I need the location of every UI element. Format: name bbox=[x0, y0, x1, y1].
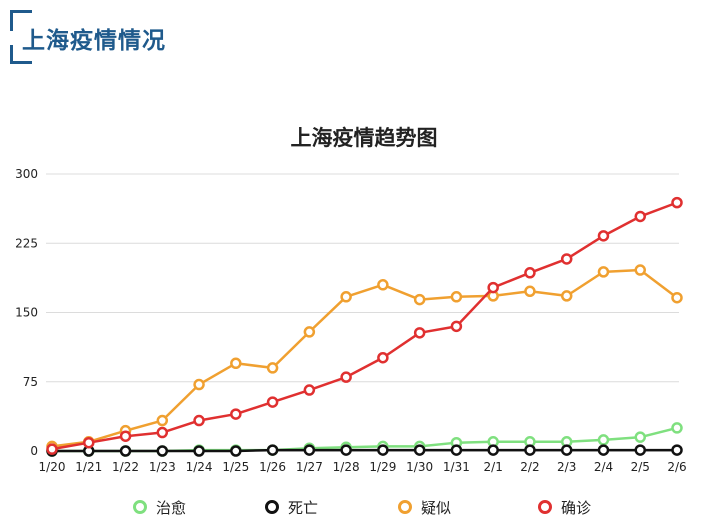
x-tick-label: 1/29 bbox=[369, 460, 396, 474]
data-point bbox=[671, 291, 683, 304]
data-point bbox=[193, 414, 205, 427]
data-point bbox=[634, 444, 646, 456]
legend-marker bbox=[398, 500, 412, 514]
data-point bbox=[46, 443, 58, 455]
x-tick-label: 1/22 bbox=[112, 460, 139, 474]
data-point bbox=[524, 444, 536, 456]
x-tick-label: 2/5 bbox=[631, 460, 650, 474]
data-point bbox=[230, 445, 242, 457]
x-tick-label: 1/23 bbox=[149, 460, 176, 474]
data-point bbox=[671, 196, 683, 209]
x-tick-label: 1/26 bbox=[259, 460, 286, 474]
data-point bbox=[303, 326, 316, 338]
data-point bbox=[266, 362, 279, 374]
data-point bbox=[450, 444, 463, 456]
series-line-3 bbox=[51, 201, 678, 451]
data-point bbox=[487, 281, 499, 294]
y-tick-label: 300 bbox=[15, 167, 38, 181]
data-point bbox=[634, 264, 646, 276]
data-point bbox=[266, 396, 279, 408]
data-point bbox=[597, 266, 610, 278]
data-point bbox=[119, 445, 132, 457]
legend-label: 疑似 bbox=[421, 499, 451, 517]
data-point bbox=[340, 444, 352, 456]
data-point bbox=[377, 351, 389, 364]
data-point bbox=[230, 408, 242, 420]
x-tick-label: 1/27 bbox=[296, 460, 323, 474]
x-tick-label: 1/31 bbox=[443, 460, 470, 474]
data-point bbox=[156, 414, 169, 427]
data-point bbox=[156, 445, 169, 457]
x-tick-label: 1/20 bbox=[39, 460, 66, 474]
data-point bbox=[671, 422, 683, 434]
data-point bbox=[230, 357, 242, 370]
data-point bbox=[193, 445, 205, 457]
data-point bbox=[266, 444, 279, 456]
series-line-2 bbox=[51, 268, 678, 448]
data-point bbox=[634, 210, 646, 223]
x-tick-label: 1/21 bbox=[75, 460, 102, 474]
data-point bbox=[634, 431, 646, 443]
header: 上海疫情情况 bbox=[10, 10, 210, 66]
legend-marker bbox=[265, 500, 279, 514]
data-point bbox=[193, 378, 205, 391]
data-point bbox=[156, 426, 169, 439]
data-point bbox=[597, 230, 610, 242]
data-point bbox=[413, 327, 426, 339]
y-tick-label: 225 bbox=[15, 236, 38, 250]
data-point bbox=[560, 290, 573, 302]
x-tick-label: 1/24 bbox=[186, 460, 213, 474]
x-tick-label: 2/4 bbox=[594, 460, 613, 474]
legend-label: 确诊 bbox=[561, 499, 591, 517]
page-title: 上海疫情情况 bbox=[22, 28, 166, 54]
series-line-0 bbox=[52, 426, 678, 453]
data-point bbox=[524, 285, 536, 298]
x-tick-label: 1/25 bbox=[222, 460, 249, 474]
data-point bbox=[119, 430, 132, 442]
data-point bbox=[340, 291, 352, 303]
data-point bbox=[597, 444, 610, 456]
series-line-1 bbox=[52, 448, 677, 453]
data-point bbox=[524, 267, 536, 279]
data-point bbox=[450, 291, 463, 303]
data-point bbox=[377, 444, 389, 456]
legend-label: 死亡 bbox=[288, 499, 318, 517]
chart-title: 上海疫情趋势图 bbox=[291, 126, 438, 150]
legend-marker bbox=[133, 500, 147, 514]
data-point bbox=[83, 436, 95, 449]
y-tick-label: 150 bbox=[15, 306, 38, 320]
legend-marker bbox=[538, 500, 552, 514]
y-tick-label: 75 bbox=[23, 375, 38, 389]
legend-label: 治愈 bbox=[156, 499, 186, 517]
x-tick-label: 2/6 bbox=[667, 460, 686, 474]
x-tick-label: 1/30 bbox=[406, 460, 433, 474]
data-point bbox=[413, 444, 426, 456]
x-tick-label: 2/1 bbox=[484, 460, 503, 474]
data-point bbox=[303, 384, 316, 396]
x-tick-label: 1/28 bbox=[333, 460, 360, 474]
data-point bbox=[560, 444, 573, 456]
data-point bbox=[303, 444, 316, 456]
y-tick-label: 0 bbox=[30, 444, 38, 458]
header-bracket-decoration bbox=[10, 10, 32, 64]
data-point bbox=[597, 434, 610, 446]
x-tick-label: 2/3 bbox=[557, 460, 576, 474]
data-point bbox=[560, 253, 573, 265]
data-point bbox=[671, 444, 683, 456]
data-point bbox=[340, 371, 352, 383]
x-tick-label: 2/2 bbox=[520, 460, 539, 474]
data-point bbox=[377, 279, 389, 291]
data-point bbox=[487, 444, 499, 456]
data-point bbox=[413, 293, 426, 306]
data-point bbox=[450, 320, 463, 333]
